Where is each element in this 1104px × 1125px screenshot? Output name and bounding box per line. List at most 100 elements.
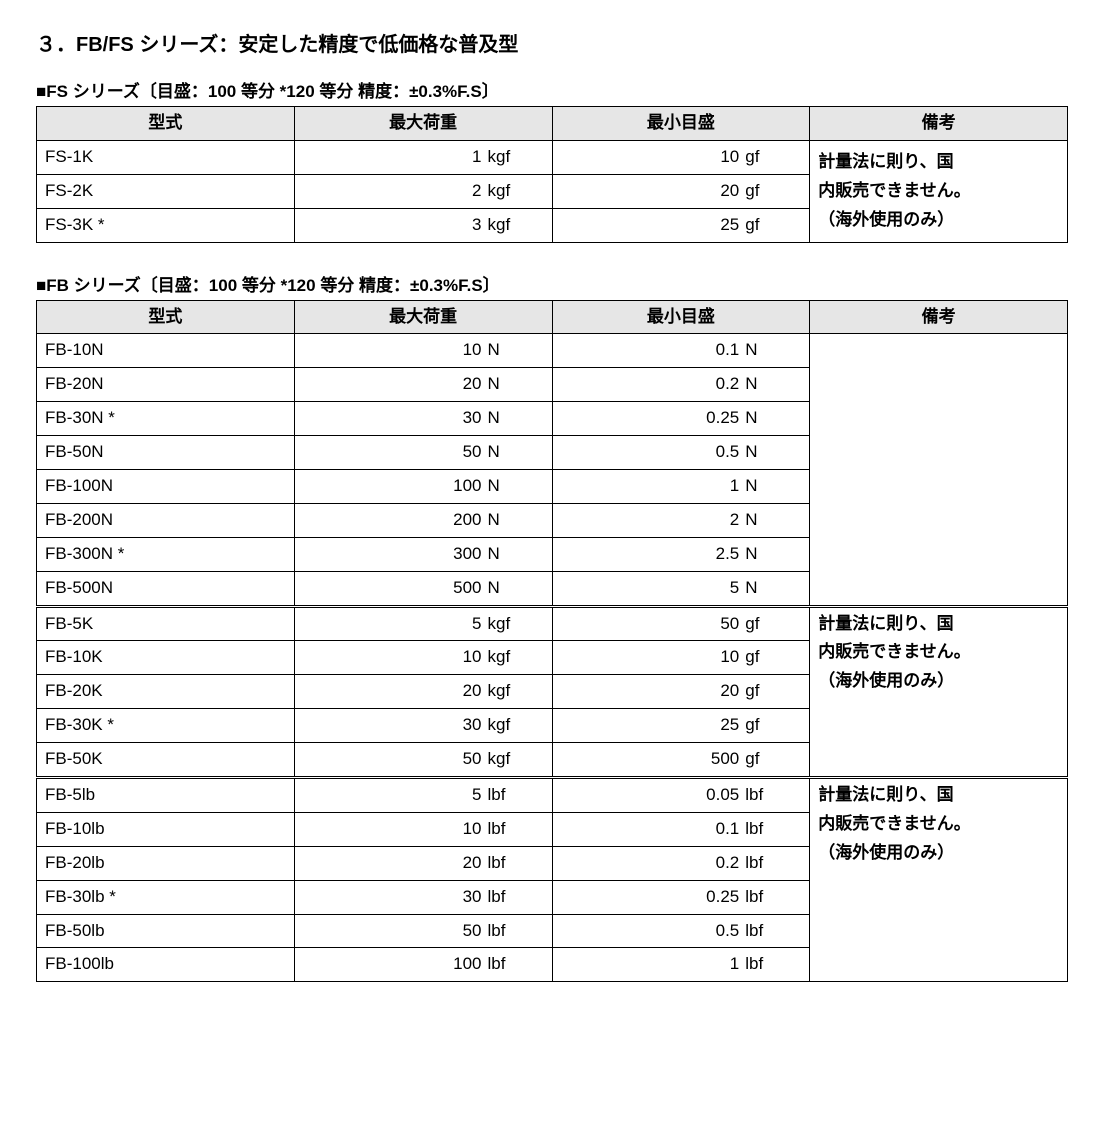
cell-min: 25gf [552, 709, 810, 743]
cell-model: FB-20N [37, 368, 295, 402]
cell-max-num: 100 [295, 472, 486, 501]
cell-model: FB-30K * [37, 709, 295, 743]
cell-max-num: 50 [295, 917, 486, 946]
cell-max-num: 100 [295, 950, 486, 979]
cell-min-num: 25 [553, 711, 744, 740]
note-line: 内販売できません。 [818, 814, 971, 833]
cell-min: 5N [552, 571, 810, 606]
cell-model: FB-5K [37, 606, 295, 641]
cell-max: 300N [294, 537, 552, 571]
cell-min: 0.2N [552, 368, 810, 402]
cell-min-unit: N [743, 574, 809, 603]
cell-min-num: 2 [553, 506, 744, 535]
cell-model: FB-20K [37, 675, 295, 709]
cell-max: 10N [294, 334, 552, 368]
cell-max-num: 50 [295, 438, 486, 467]
cell-model: FB-30lb * [37, 880, 295, 914]
cell-max-num: 10 [295, 815, 486, 844]
cell-max: 5lbf [294, 778, 552, 813]
cell-min: 0.05lbf [552, 778, 810, 813]
cell-max-unit: kgf [486, 745, 552, 774]
cell-min-num: 0.2 [553, 849, 744, 878]
cell-max-num: 2 [295, 177, 486, 206]
cell-model: FB-200N [37, 503, 295, 537]
cell-max-unit: N [486, 506, 552, 535]
cell-max: 10lbf [294, 812, 552, 846]
cell-max: 100lbf [294, 948, 552, 982]
cell-max-unit: kgf [486, 677, 552, 706]
col-note: 備考 [810, 107, 1068, 141]
cell-min-num: 5 [553, 574, 744, 603]
table-row: FB-5K 5kgf 50gf 計量法に則り、国 内販売できません。 （海外使用… [37, 606, 1068, 641]
cell-min: 0.2lbf [552, 846, 810, 880]
cell-min-unit: lbf [743, 815, 809, 844]
cell-model: FB-300N * [37, 537, 295, 571]
cell-model: FB-10N [37, 334, 295, 368]
fb-table: 型式 最大荷重 最小目盛 備考 FB-10N 10N 0.1N FB-20N 2… [36, 300, 1068, 983]
cell-max: 20kgf [294, 675, 552, 709]
table-header-row: 型式 最大荷重 最小目盛 備考 [37, 107, 1068, 141]
cell-min-unit: lbf [743, 849, 809, 878]
cell-max-num: 10 [295, 643, 486, 672]
cell-max-unit: kgf [486, 211, 552, 240]
cell-min-unit: lbf [743, 950, 809, 979]
cell-min: 0.5lbf [552, 914, 810, 948]
cell-min-unit: gf [743, 143, 809, 172]
cell-min-unit: N [743, 472, 809, 501]
col-min: 最小目盛 [552, 107, 810, 141]
cell-min-num: 1 [553, 950, 744, 979]
cell-max-num: 200 [295, 506, 486, 535]
cell-min-num: 20 [553, 677, 744, 706]
cell-min: 50gf [552, 606, 810, 641]
cell-max-num: 30 [295, 883, 486, 912]
cell-max-unit: N [486, 574, 552, 603]
cell-min-unit: lbf [743, 883, 809, 912]
cell-max: 1kgf [294, 140, 552, 174]
note-line: 計量法に則り、国 [818, 785, 953, 804]
cell-max: 20N [294, 368, 552, 402]
cell-max: 50N [294, 436, 552, 470]
cell-max: 30kgf [294, 709, 552, 743]
fs-table: 型式 最大荷重 最小目盛 備考 FS-1K 1kgf 10gf 計量法に則り、国… [36, 106, 1068, 243]
cell-max-unit: kgf [486, 610, 552, 639]
cell-min-unit: N [743, 404, 809, 433]
cell-min: 20gf [552, 174, 810, 208]
cell-min-unit: gf [743, 211, 809, 240]
cell-max-unit: lbf [486, 781, 552, 810]
cell-min: 25gf [552, 208, 810, 242]
cell-model: FB-100lb [37, 948, 295, 982]
cell-model: FB-10K [37, 641, 295, 675]
cell-min-unit: gf [743, 643, 809, 672]
cell-model: FB-10lb [37, 812, 295, 846]
col-max: 最大荷重 [294, 300, 552, 334]
cell-min: 0.25N [552, 402, 810, 436]
cell-min: 2N [552, 503, 810, 537]
cell-min: 0.1lbf [552, 812, 810, 846]
cell-min-num: 0.2 [553, 370, 744, 399]
cell-max-unit: lbf [486, 917, 552, 946]
cell-max-num: 30 [295, 711, 486, 740]
cell-model: FB-100N [37, 470, 295, 504]
cell-min-unit: lbf [743, 917, 809, 946]
cell-max-num: 300 [295, 540, 486, 569]
cell-min: 10gf [552, 641, 810, 675]
cell-min: 2.5N [552, 537, 810, 571]
col-note: 備考 [810, 300, 1068, 334]
cell-max-unit: N [486, 370, 552, 399]
cell-min-unit: gf [743, 177, 809, 206]
cell-min: 0.25lbf [552, 880, 810, 914]
cell-note: 計量法に則り、国 内販売できません。 （海外使用のみ） [810, 778, 1068, 982]
cell-note: 計量法に則り、国 内販売できません。 （海外使用のみ） [810, 140, 1068, 242]
cell-max-num: 5 [295, 610, 486, 639]
cell-min-num: 2.5 [553, 540, 744, 569]
cell-max-num: 10 [295, 336, 486, 365]
cell-note-empty [810, 334, 1068, 606]
cell-max-unit: lbf [486, 883, 552, 912]
cell-min-unit: N [743, 438, 809, 467]
cell-max: 5kgf [294, 606, 552, 641]
cell-max: 50lbf [294, 914, 552, 948]
cell-max: 3kgf [294, 208, 552, 242]
cell-model: FS-2K [37, 174, 295, 208]
cell-model: FB-50lb [37, 914, 295, 948]
cell-max: 30lbf [294, 880, 552, 914]
